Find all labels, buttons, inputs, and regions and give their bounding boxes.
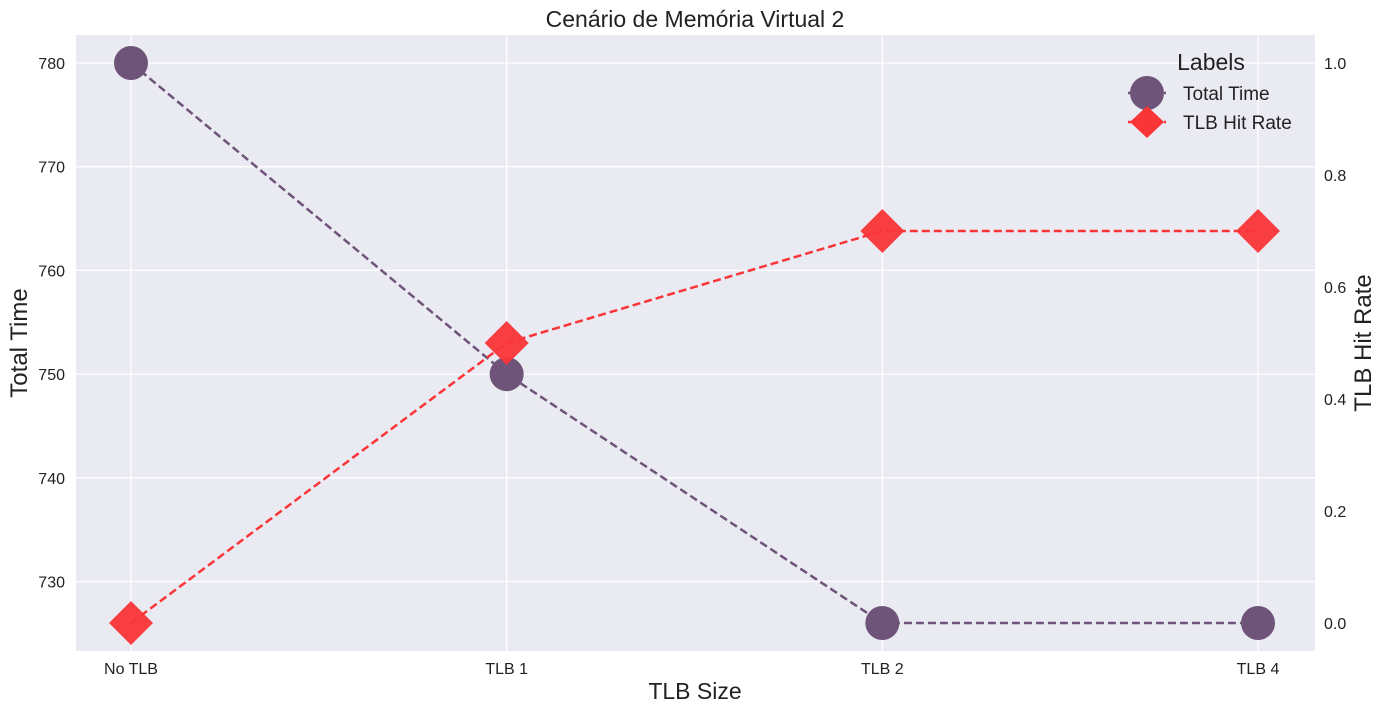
- x-tick-label: TLB 2: [861, 661, 904, 678]
- x-tick-label: TLB 1: [485, 661, 528, 678]
- data-point-total-time: [489, 357, 524, 392]
- legend-item-total-time: Total Time: [1128, 76, 1270, 110]
- left-tick-label: 760: [38, 263, 65, 280]
- x-tick-label: TLB 4: [1237, 661, 1280, 678]
- series-line-total-time: [130, 62, 1258, 625]
- data-point-total-time: [1241, 606, 1275, 640]
- legend-marker-total-time: [1130, 76, 1164, 110]
- x-tick-label: No TLB: [104, 661, 158, 678]
- plot-area: [76, 35, 1315, 651]
- legend-marker-tlb-hit-rate: [1130, 106, 1164, 138]
- right-axis-ticks: 0.0 0.2 0.4 0.6 0.8 1.0: [1324, 56, 1346, 633]
- right-tick-label: 0.4: [1324, 392, 1346, 409]
- series-line-tlb-hit-rate: [130, 229, 1258, 625]
- right-tick-label: 0.0: [1324, 616, 1346, 633]
- data-point-total-time: [865, 606, 900, 640]
- legend-title: Labels: [1177, 49, 1245, 75]
- left-tick-label: 750: [38, 367, 65, 384]
- left-tick-label: 740: [38, 471, 65, 488]
- legend: Labels Total Time TLB Hit Rate: [1128, 49, 1292, 138]
- chart-title: Cenário de Memória Virtual 2: [546, 6, 845, 32]
- x-axis-ticks: No TLB TLB 1 TLB 2 TLB 4: [104, 661, 1279, 678]
- data-point-tlb-hit-rate: [484, 321, 529, 365]
- data-point-tlb-hit-rate: [1236, 209, 1280, 253]
- right-tick-label: 0.2: [1324, 504, 1346, 521]
- data-point-tlb-hit-rate: [860, 209, 905, 253]
- left-tick-label: 780: [38, 56, 65, 73]
- right-axis-label: TLB Hit Rate: [1350, 274, 1377, 411]
- series-layer: [109, 46, 1280, 645]
- x-axis-label: TLB Size: [648, 678, 741, 704]
- left-axis-label: Total Time: [6, 288, 33, 397]
- left-tick-label: 770: [38, 160, 65, 177]
- right-tick-label: 1.0: [1324, 56, 1346, 73]
- data-point-tlb-hit-rate: [109, 601, 153, 645]
- right-tick-label: 0.8: [1324, 168, 1346, 185]
- left-axis-ticks: 730 740 750 760 770 780: [38, 56, 65, 592]
- legend-label-total-time: Total Time: [1183, 84, 1270, 105]
- grid-lines: [76, 35, 1315, 651]
- right-tick-label: 0.6: [1324, 280, 1346, 297]
- legend-item-tlb-hit-rate: TLB Hit Rate: [1128, 106, 1292, 138]
- legend-label-tlb-hit-rate: TLB Hit Rate: [1183, 113, 1292, 134]
- left-tick-label: 730: [38, 575, 65, 592]
- data-point-total-time: [114, 46, 148, 80]
